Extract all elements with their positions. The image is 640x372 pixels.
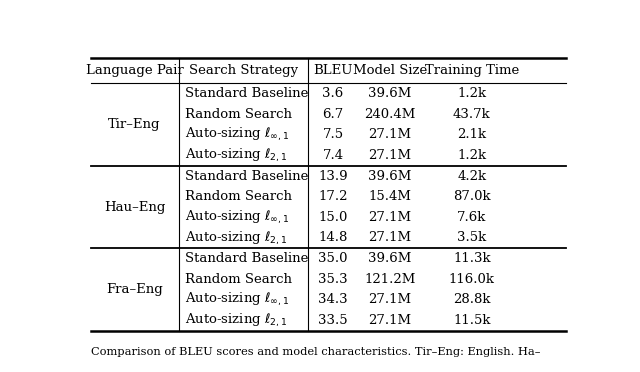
Text: Auto-sizing $\ell_{2,1}$: Auto-sizing $\ell_{2,1}$ bbox=[185, 312, 288, 329]
Text: 27.1M: 27.1M bbox=[369, 149, 412, 162]
Text: 116.0k: 116.0k bbox=[449, 273, 495, 286]
Text: Standard Baseline: Standard Baseline bbox=[185, 87, 308, 100]
Text: Comparison of BLEU scores and model characteristics. Tir–Eng: English. Ha–: Comparison of BLEU scores and model char… bbox=[91, 347, 540, 356]
Text: Auto-sizing $\ell_{\infty,1}$: Auto-sizing $\ell_{\infty,1}$ bbox=[185, 291, 289, 308]
Text: 11.5k: 11.5k bbox=[453, 314, 491, 327]
Text: 39.6M: 39.6M bbox=[368, 87, 412, 100]
Text: Auto-sizing $\ell_{\infty,1}$: Auto-sizing $\ell_{\infty,1}$ bbox=[185, 209, 289, 226]
Text: 27.1M: 27.1M bbox=[369, 128, 412, 141]
Text: Standard Baseline: Standard Baseline bbox=[185, 252, 308, 265]
Text: 3.6: 3.6 bbox=[323, 87, 344, 100]
Text: 35.0: 35.0 bbox=[318, 252, 348, 265]
Text: 7.4: 7.4 bbox=[323, 149, 344, 162]
Text: BLEU: BLEU bbox=[313, 64, 353, 77]
Text: Model Size: Model Size bbox=[353, 64, 427, 77]
Text: Fra–Eng: Fra–Eng bbox=[106, 283, 163, 296]
Text: 34.3: 34.3 bbox=[318, 294, 348, 307]
Text: 39.6M: 39.6M bbox=[368, 252, 412, 265]
Text: 27.1M: 27.1M bbox=[369, 314, 412, 327]
Text: Random Search: Random Search bbox=[185, 190, 292, 203]
Text: 1.2k: 1.2k bbox=[457, 149, 486, 162]
Text: 7.6k: 7.6k bbox=[457, 211, 486, 224]
Text: 14.8: 14.8 bbox=[318, 231, 348, 244]
Text: Hau–Eng: Hau–Eng bbox=[104, 201, 165, 214]
Text: 27.1M: 27.1M bbox=[369, 294, 412, 307]
Text: Tir–Eng: Tir–Eng bbox=[108, 118, 161, 131]
Text: Auto-sizing $\ell_{\infty,1}$: Auto-sizing $\ell_{\infty,1}$ bbox=[185, 126, 289, 144]
Text: Language Pair: Language Pair bbox=[86, 64, 184, 77]
Text: 27.1M: 27.1M bbox=[369, 211, 412, 224]
Text: 2.1k: 2.1k bbox=[457, 128, 486, 141]
Text: Auto-sizing $\ell_{2,1}$: Auto-sizing $\ell_{2,1}$ bbox=[185, 147, 288, 164]
Text: 6.7: 6.7 bbox=[323, 108, 344, 121]
Text: 15.4M: 15.4M bbox=[369, 190, 412, 203]
Text: Auto-sizing $\ell_{2,1}$: Auto-sizing $\ell_{2,1}$ bbox=[185, 230, 288, 247]
Text: Search Strategy: Search Strategy bbox=[189, 64, 298, 77]
Text: Random Search: Random Search bbox=[185, 108, 292, 121]
Text: 15.0: 15.0 bbox=[318, 211, 348, 224]
Text: 1.2k: 1.2k bbox=[457, 87, 486, 100]
Text: 13.9: 13.9 bbox=[318, 170, 348, 183]
Text: Training Time: Training Time bbox=[425, 64, 519, 77]
Text: 39.6M: 39.6M bbox=[368, 170, 412, 183]
Text: 87.0k: 87.0k bbox=[453, 190, 491, 203]
Text: 35.3: 35.3 bbox=[318, 273, 348, 286]
Text: Standard Baseline: Standard Baseline bbox=[185, 170, 308, 183]
Text: 11.3k: 11.3k bbox=[453, 252, 491, 265]
Text: 7.5: 7.5 bbox=[323, 128, 344, 141]
Text: 121.2M: 121.2M bbox=[364, 273, 416, 286]
Text: 28.8k: 28.8k bbox=[453, 294, 491, 307]
Text: 3.5k: 3.5k bbox=[457, 231, 486, 244]
Text: 33.5: 33.5 bbox=[318, 314, 348, 327]
Text: 240.4M: 240.4M bbox=[364, 108, 416, 121]
Text: 17.2: 17.2 bbox=[318, 190, 348, 203]
Text: 27.1M: 27.1M bbox=[369, 231, 412, 244]
Text: 4.2k: 4.2k bbox=[457, 170, 486, 183]
Text: Random Search: Random Search bbox=[185, 273, 292, 286]
Text: 43.7k: 43.7k bbox=[453, 108, 491, 121]
